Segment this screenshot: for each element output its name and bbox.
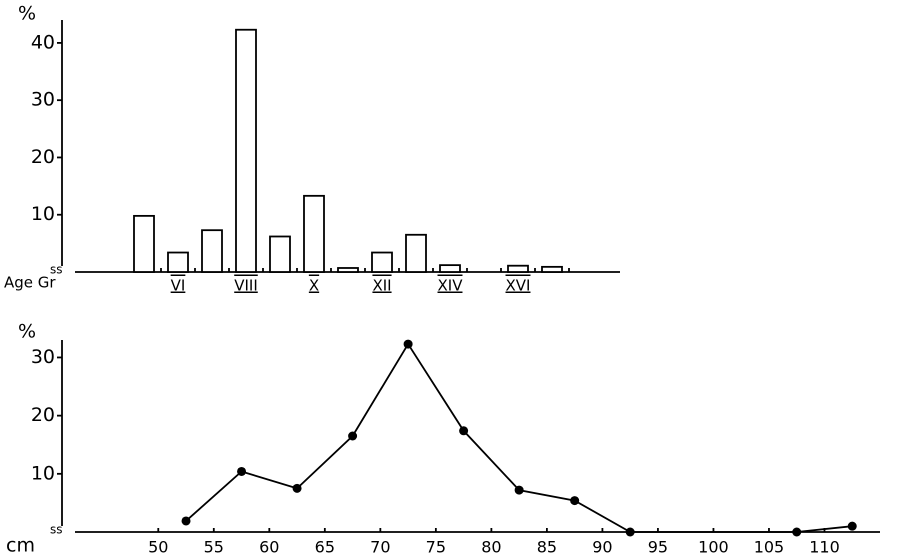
y-tick-label: 10 xyxy=(31,203,55,225)
y-tick-label: 30 xyxy=(31,89,55,111)
bar xyxy=(235,28,257,273)
y-axis-label: % xyxy=(18,321,36,343)
bar xyxy=(201,229,223,273)
x-tick-label: XIV xyxy=(438,277,464,295)
point xyxy=(403,339,413,349)
bar xyxy=(541,265,563,273)
y-tick-label: 10 xyxy=(31,462,55,484)
point xyxy=(570,496,580,506)
x-axis-label: cm xyxy=(6,535,35,557)
y-tick-label: 30 xyxy=(31,346,55,368)
y-tick-label: 20 xyxy=(31,146,55,168)
bar xyxy=(337,267,359,273)
x-tick-label: 80 xyxy=(481,538,501,557)
x-tick-label: 100 xyxy=(698,538,729,557)
point xyxy=(847,521,857,531)
x-tick-label: 90 xyxy=(592,538,612,557)
x-tick-label: 75 xyxy=(426,538,446,557)
point xyxy=(237,466,247,476)
point xyxy=(459,426,469,436)
x-tick-label: VIII xyxy=(234,277,258,295)
x-tick-label: 95 xyxy=(648,538,668,557)
bar xyxy=(167,251,189,273)
bar xyxy=(439,264,461,273)
bar xyxy=(133,214,155,273)
x-tick-label: X xyxy=(309,277,319,295)
x-tick-label: XVI xyxy=(506,277,531,295)
x-tick-label: 55 xyxy=(204,538,224,557)
x-tick-label: 70 xyxy=(370,538,390,557)
x-tick-label: 105 xyxy=(754,538,785,557)
point xyxy=(348,431,358,441)
point xyxy=(181,516,191,526)
bar xyxy=(405,233,427,273)
x-tick-label: 110 xyxy=(809,538,840,557)
axis-break: ss xyxy=(50,523,63,537)
axis-break: ss xyxy=(50,263,63,277)
x-tick-label: 65 xyxy=(315,538,335,557)
x-axis-label: Age Gr xyxy=(4,274,56,292)
y-axis-label: % xyxy=(18,3,36,25)
point xyxy=(625,527,635,537)
x-tick-label: VI xyxy=(171,277,186,295)
point xyxy=(292,483,302,493)
line xyxy=(185,342,853,533)
bar xyxy=(507,264,529,273)
y-tick-label: 40 xyxy=(31,31,55,53)
x-tick-label: 60 xyxy=(259,538,279,557)
bar xyxy=(269,235,291,273)
x-tick-label: 85 xyxy=(537,538,557,557)
x-tick-label: 50 xyxy=(148,538,168,557)
y-tick-label: 20 xyxy=(31,404,55,426)
point xyxy=(514,485,524,495)
x-tick-label: XII xyxy=(372,277,391,295)
bar xyxy=(371,251,393,273)
point xyxy=(792,527,802,537)
bar xyxy=(303,194,325,273)
